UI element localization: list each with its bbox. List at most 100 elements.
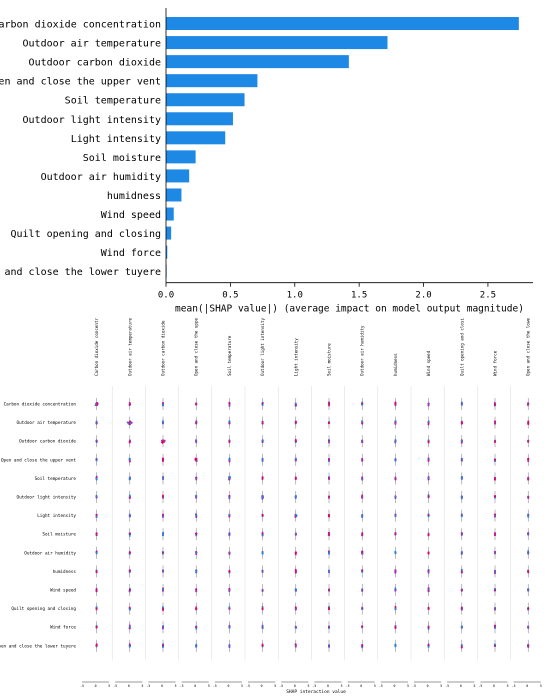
cell-tick-label: 5: [307, 684, 309, 688]
bar: [166, 131, 226, 145]
shap-point: [228, 588, 231, 591]
shap-point: [460, 421, 463, 424]
shap-point: [361, 534, 364, 536]
cell-tick-label: -5: [113, 684, 117, 688]
cell-tick-label: -5: [379, 684, 383, 688]
cell-tick-label: 0: [261, 684, 263, 688]
shap-point: [195, 551, 198, 554]
column-header: Outdoor carbon dioxide: [161, 320, 166, 376]
cell-tick-label: 0: [427, 684, 429, 688]
shap-point: [195, 494, 198, 497]
category-label: Carbon dioxide concentration: [0, 20, 161, 31]
cell-tick-label: 0: [294, 684, 296, 688]
shap-point: [460, 458, 463, 460]
bar: [166, 207, 174, 221]
shap-point: [394, 605, 397, 608]
cell-tick-label: 0: [327, 684, 329, 688]
shap-point: [427, 440, 430, 443]
category-label: Open and close the lower tuyere: [0, 267, 161, 278]
shap-point: [527, 514, 530, 517]
shap-point: [95, 532, 98, 535]
shap-point: [527, 440, 530, 442]
category-label: Wind force: [101, 248, 161, 259]
cell-tick-label: -5: [246, 684, 250, 688]
shap-point: [328, 403, 330, 405]
shap-point: [460, 606, 463, 609]
shap-point: [361, 460, 364, 462]
shap-point: [261, 495, 264, 497]
shap-point: [527, 550, 530, 552]
shap-point: [261, 458, 264, 461]
shap-point: [195, 516, 198, 519]
shap-point: [294, 570, 297, 572]
row-label: Outdoor air temperature: [17, 420, 77, 426]
shap-point: [95, 477, 98, 480]
shap-point: [228, 514, 231, 517]
shap-point: [427, 626, 430, 629]
column-header: Light intensity: [293, 338, 298, 376]
shap-point: [128, 458, 131, 461]
shap-point: [294, 402, 297, 405]
shap-point: [261, 476, 264, 478]
shap-point: [394, 589, 397, 591]
shap-point: [361, 441, 363, 444]
shap-point: [494, 626, 496, 629]
shap-point: [261, 459, 264, 462]
x-axis-title: mean(|SHAP value|) (average impact on mo…: [175, 304, 524, 315]
shap-point: [129, 514, 131, 517]
shap-point: [261, 477, 264, 480]
shap-point: [527, 588, 530, 591]
shap-point: [494, 532, 496, 534]
shap-point: [427, 495, 430, 498]
shap-point: [328, 589, 330, 592]
shap-point: [195, 439, 198, 442]
shap-point: [162, 627, 164, 629]
shap-point: [95, 571, 98, 574]
bar: [166, 245, 168, 259]
shap-point: [527, 646, 530, 648]
shap-point: [460, 568, 463, 571]
shap-point: [95, 626, 98, 629]
cell-tick-label: 0: [393, 684, 395, 688]
shap-point: [261, 608, 264, 610]
shap-point: [494, 495, 496, 497]
shap-point: [494, 645, 496, 647]
shap-point: [228, 646, 231, 649]
bar: [166, 112, 233, 126]
shap-point: [394, 478, 397, 481]
shap-point: [261, 534, 264, 537]
shap-point: [95, 515, 98, 518]
bar: [166, 74, 258, 88]
row-label: humidness: [53, 569, 77, 575]
shap-point: [128, 478, 131, 481]
shap-point: [195, 569, 198, 572]
shap-point: [261, 402, 264, 405]
shap-point: [128, 645, 131, 648]
cell-tick-label: 0: [460, 684, 462, 688]
shap-point: [427, 496, 430, 499]
shap-point: [261, 552, 264, 555]
shap-bar-chart: Carbon dioxide concentration Outdoor air …: [0, 8, 533, 315]
category-label: Outdoor carbon dioxide: [29, 58, 161, 69]
bar: [166, 169, 190, 183]
cell-tick-label: -5: [279, 684, 283, 688]
shap-point: [228, 626, 231, 628]
shap-point: [527, 570, 530, 572]
shap-point: [494, 513, 496, 516]
shap-point: [460, 644, 463, 647]
shap-point: [327, 533, 330, 536]
shap-point: [162, 494, 164, 497]
shap-point: [427, 569, 430, 572]
shap-point: [494, 551, 496, 554]
shap-point: [527, 496, 530, 499]
cell-tick-label: -5: [213, 684, 217, 688]
shap-point: [162, 515, 165, 518]
shap-point: [460, 646, 463, 649]
cell-tick-label: -5: [80, 684, 84, 688]
shap-point: [129, 569, 131, 572]
column-header: Outdoor air temperature: [127, 318, 132, 376]
bar: [166, 36, 388, 50]
shap-point: [394, 459, 397, 462]
shap-point: [261, 514, 264, 517]
shap-point: [195, 644, 198, 647]
